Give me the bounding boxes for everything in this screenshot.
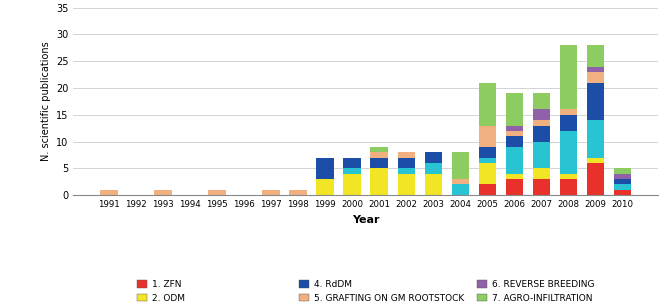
Bar	[587, 66, 605, 72]
Bar	[479, 158, 496, 163]
Bar	[452, 179, 469, 185]
Bar	[560, 109, 577, 115]
Bar	[532, 168, 550, 179]
Legend: 1. ZFN, 2. ODM, 3. CISGENESIS/INTRAGENESIS, 4. RdDM, 5. GRAFTING ON GM ROOTSTOCK: 1. ZFN, 2. ODM, 3. CISGENESIS/INTRAGENES…	[136, 278, 596, 305]
Bar	[560, 115, 577, 131]
Bar	[397, 158, 415, 168]
Bar	[506, 136, 523, 147]
Bar	[317, 179, 334, 195]
Bar	[506, 126, 523, 131]
Bar	[425, 152, 442, 163]
Bar	[506, 147, 523, 174]
Bar	[614, 168, 631, 174]
Bar	[506, 174, 523, 179]
Bar	[560, 45, 577, 109]
Bar	[397, 174, 415, 195]
Bar	[425, 174, 442, 195]
Bar	[208, 190, 226, 195]
Bar	[100, 190, 118, 195]
Bar	[532, 126, 550, 142]
Bar	[532, 109, 550, 120]
Bar	[560, 131, 577, 174]
Bar	[532, 142, 550, 168]
Bar	[587, 72, 605, 83]
Bar	[587, 120, 605, 158]
Bar	[479, 147, 496, 158]
Bar	[371, 152, 388, 158]
Bar	[289, 190, 307, 195]
Bar	[506, 131, 523, 136]
Bar	[343, 158, 361, 168]
Bar	[397, 152, 415, 158]
Bar	[506, 93, 523, 126]
Bar	[343, 174, 361, 195]
Bar	[452, 185, 469, 195]
Y-axis label: N. scientific publications: N. scientific publications	[41, 41, 51, 161]
Bar	[587, 158, 605, 163]
Bar	[263, 190, 280, 195]
Bar	[614, 179, 631, 185]
Bar	[532, 120, 550, 126]
X-axis label: Year: Year	[352, 215, 379, 224]
Bar	[343, 168, 361, 174]
Bar	[532, 179, 550, 195]
Bar	[317, 158, 334, 179]
Bar	[614, 174, 631, 179]
Bar	[452, 152, 469, 179]
Bar	[560, 179, 577, 195]
Bar	[532, 93, 550, 109]
Bar	[154, 190, 172, 195]
Bar	[479, 126, 496, 147]
Bar	[587, 83, 605, 120]
Bar	[479, 185, 496, 195]
Bar	[560, 174, 577, 179]
Bar	[371, 168, 388, 195]
Bar	[587, 163, 605, 195]
Bar	[587, 45, 605, 66]
Bar	[614, 185, 631, 190]
Bar	[479, 163, 496, 185]
Bar	[506, 179, 523, 195]
Bar	[397, 168, 415, 174]
Bar	[371, 147, 388, 152]
Bar	[371, 158, 388, 168]
Bar	[614, 190, 631, 195]
Bar	[425, 163, 442, 174]
Bar	[479, 83, 496, 126]
